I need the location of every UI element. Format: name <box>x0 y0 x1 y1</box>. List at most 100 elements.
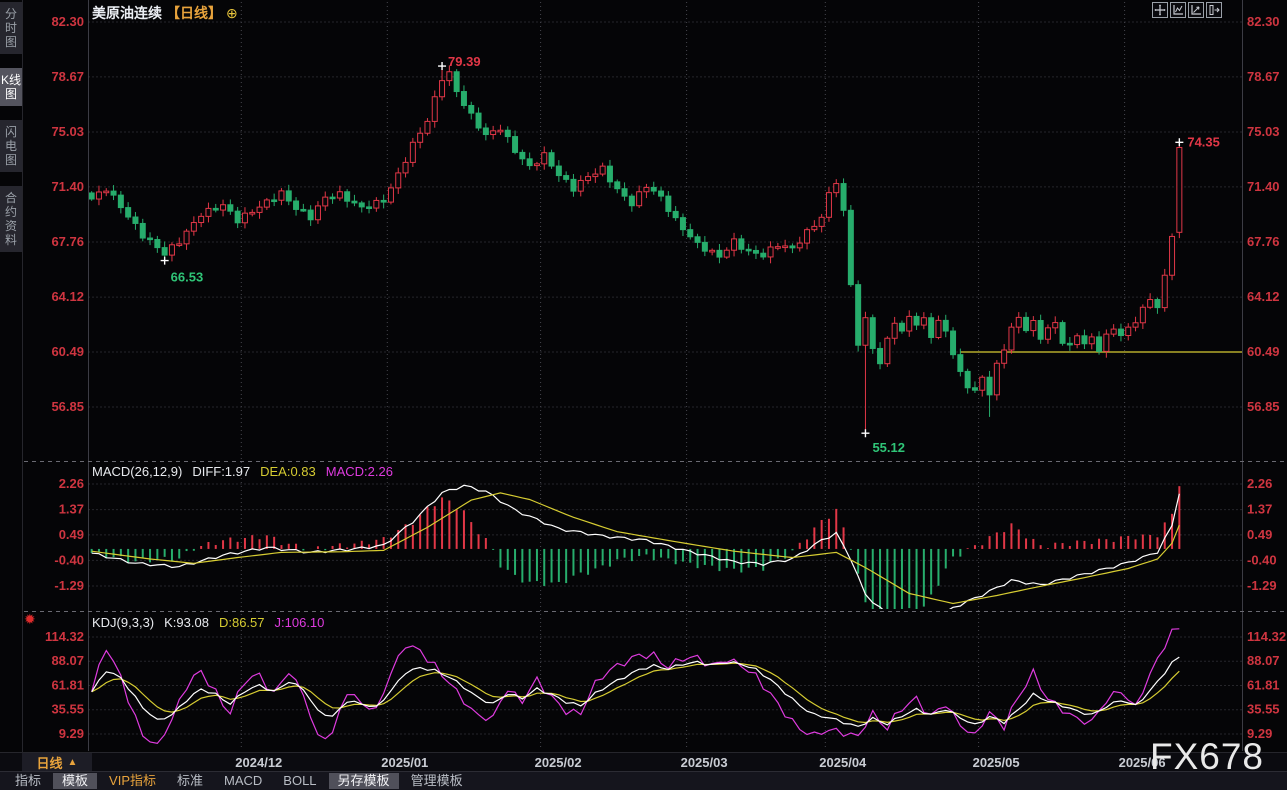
tab-indicators[interactable]: 指标 <box>15 773 42 788</box>
y-tick-left: 75.03 <box>51 124 84 139</box>
sidebar-item-time-chart[interactable]: 分时图 <box>0 2 22 54</box>
extreme-marker-cross <box>1175 138 1184 147</box>
macd-dea-value: DEA:0.83 <box>260 464 316 479</box>
y-tick-right: 64.12 <box>1247 289 1280 304</box>
y-tick-right: -0.40 <box>1247 552 1277 567</box>
price-annotation: 79.39 <box>448 54 481 69</box>
price-annotations: 79.39 66.53 55.12 74.35 <box>160 54 1220 455</box>
y-tick-right: 88.07 <box>1247 653 1280 668</box>
x-axis-label: 2025/06 <box>1118 755 1166 770</box>
y-tick-left: 35.55 <box>51 702 84 717</box>
y-tick-right: -1.29 <box>1247 578 1277 593</box>
y-tick-right: 2.26 <box>1247 476 1272 491</box>
price-annotation: 66.53 <box>171 270 204 285</box>
chart-toolbar <box>1152 2 1222 18</box>
y-tick-left: 56.85 <box>51 399 84 414</box>
x-axis-label: 2025/02 <box>534 755 582 770</box>
macd-diff-line <box>91 484 1180 609</box>
tab-manage-template[interactable]: 管理模板 <box>410 773 463 788</box>
y-tick-right: 71.40 <box>1247 179 1280 194</box>
y-tick-right: 82.30 <box>1247 14 1280 29</box>
x-axis-label: 2025/05 <box>972 755 1020 770</box>
kdj-j-value: J:106.10 <box>274 615 325 630</box>
x-axis-label: 2025/04 <box>819 755 867 770</box>
tab-standard[interactable]: 标准 <box>177 773 204 788</box>
y-tick-left: 2.26 <box>59 476 84 491</box>
y-tick-right: 0.49 <box>1247 527 1272 542</box>
kdj-k-line <box>91 656 1180 727</box>
y-tick-left: 114.32 <box>45 629 84 644</box>
tab-save-template[interactable]: 另存模板 <box>328 773 399 789</box>
x-axis-row: 日线 ▲ 2024/12 2025/01 2025/02 2025/03 2025/04… <box>0 752 1287 772</box>
y-tick-left: -0.40 <box>54 552 84 567</box>
y-tick-right: 35.55 <box>1247 702 1280 717</box>
tab-templates[interactable]: 模板 <box>53 773 98 789</box>
instrument-name: 美原油连续 <box>92 5 162 21</box>
y-tick-left: 82.30 <box>51 14 84 29</box>
y-tick-left: 64.12 <box>51 289 84 304</box>
y-tick-left: 60.49 <box>51 344 84 359</box>
add-circle-icon[interactable]: ⊕ <box>226 4 238 21</box>
y-tick-left: 61.81 <box>51 677 84 692</box>
x-axis-label: 2024/12 <box>235 755 283 770</box>
indicator-tab-bar: 指标 模板 VIP指标 标准 MACD BOLL 另存模板 管理模板 <box>0 771 1287 790</box>
y-tick-left: 0.49 <box>59 527 84 542</box>
extreme-marker-cross <box>861 429 870 438</box>
y-tick-left: 1.37 <box>59 502 84 517</box>
x-axis-label: 2025/03 <box>680 755 728 770</box>
y-axis-labels: 82.30 82.30 78.67 78.67 75.03 75.03 71.40 71.40… <box>45 14 1286 741</box>
macd-readout: MACD(26,12,9) DIFF:1.97 DEA:0.83 MACD:2.… <box>92 464 393 479</box>
period-label: 【日线】 <box>166 5 222 21</box>
x-axis-label: 2025/01 <box>381 755 429 770</box>
sidebar-item-contract-info[interactable]: 合约资料 <box>0 186 22 252</box>
y-tick-right: 60.49 <box>1247 344 1280 359</box>
y-tick-left: 71.40 <box>51 179 84 194</box>
extreme-marker-cross <box>160 256 169 265</box>
left-sidebar: 分时图 K线图 闪电图 合约资料 <box>0 0 23 752</box>
fx678-watermark: FX678 <box>1150 736 1265 777</box>
macd-dea-line <box>91 492 1180 605</box>
kdj-params: KDJ(9,3,3) <box>92 615 155 630</box>
y-tick-left: 78.67 <box>51 69 84 84</box>
macd-macd-value: MACD:2.26 <box>325 464 393 479</box>
axis-scale-curve-icon[interactable] <box>1170 2 1186 18</box>
kdj-readout: KDJ(9,3,3) K:93.08 D:86.57 J:106.10 <box>92 615 324 630</box>
chart-title: 美原油连续 【日线】 ⊕ <box>92 3 238 23</box>
tab-vip-indicators[interactable]: VIP指标 <box>109 773 156 788</box>
y-tick-right: 114.32 <box>1247 629 1286 644</box>
tab-macd[interactable]: MACD <box>224 773 263 788</box>
sidebar-item-candlestick-chart[interactable]: K线图 <box>0 68 22 106</box>
tab-boll[interactable]: BOLL <box>283 773 317 788</box>
y-tick-right: 9.29 <box>1247 726 1272 741</box>
macd-plot <box>90 486 1181 609</box>
macd-diff-value: DIFF:1.97 <box>192 464 251 479</box>
y-tick-right: 67.76 <box>1247 234 1280 249</box>
y-tick-right: 75.03 <box>1247 124 1280 139</box>
collapse-panel-right-icon[interactable] <box>1206 2 1222 18</box>
gridlines <box>88 2 1243 750</box>
period-selector-label: 日线 <box>36 756 63 771</box>
y-tick-right: 61.81 <box>1247 677 1280 692</box>
macd-params: MACD(26,12,9) <box>92 464 183 479</box>
y-tick-left: 9.29 <box>59 726 84 741</box>
axis-scale-arrow-icon[interactable] <box>1188 2 1204 18</box>
y-tick-right: 1.37 <box>1247 502 1272 517</box>
y-tick-left: 88.07 <box>51 653 84 668</box>
y-tick-right: 56.85 <box>1247 399 1280 414</box>
y-tick-right: 78.67 <box>1247 69 1280 84</box>
crosshair-move-icon[interactable] <box>1152 2 1168 18</box>
kdj-settings-icon[interactable]: ✹ <box>24 611 36 627</box>
chart-canvas[interactable]: 82.30 82.30 78.67 78.67 75.03 75.03 71.40 71.40… <box>0 0 1287 752</box>
price-annotation: 74.35 <box>1187 134 1220 149</box>
candles <box>89 65 1242 434</box>
triangle-up-icon: ▲ <box>67 757 78 768</box>
kdj-k-value: K:93.08 <box>164 615 209 630</box>
price-annotation: 55.12 <box>872 440 905 455</box>
period-selector[interactable]: 日线 ▲ <box>22 753 92 772</box>
sidebar-item-flash-chart[interactable]: 闪电图 <box>0 120 22 172</box>
kdj-d-value: D:86.57 <box>218 615 265 630</box>
extreme-marker-cross <box>438 62 447 71</box>
kdj-d-line <box>91 662 1180 724</box>
y-tick-left: 67.76 <box>51 234 84 249</box>
y-tick-left: -1.29 <box>54 578 84 593</box>
